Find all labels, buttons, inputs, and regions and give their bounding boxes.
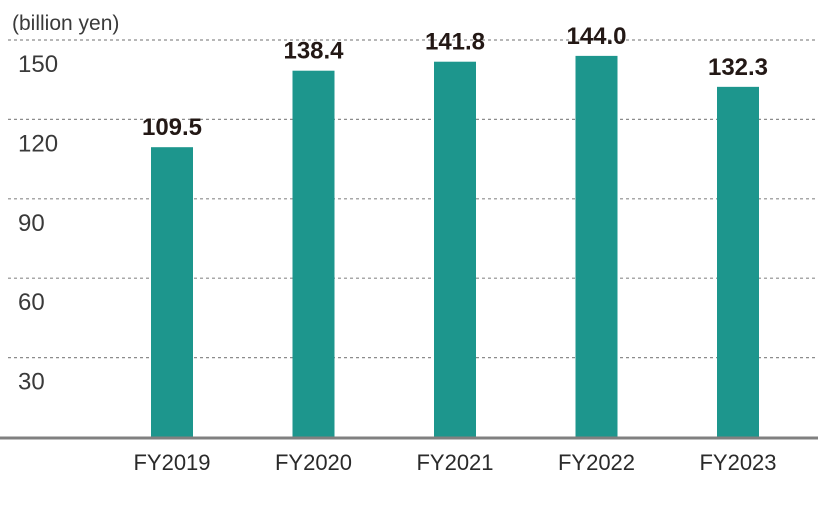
data-label-fy2019: 109.5 bbox=[142, 114, 202, 141]
bar-fy2023 bbox=[717, 86, 759, 437]
y-tick-label: 30 bbox=[18, 369, 45, 396]
bars bbox=[151, 55, 759, 438]
x-tick-label-fy2019: FY2019 bbox=[133, 450, 210, 475]
data-label-fy2022: 144.0 bbox=[566, 23, 626, 50]
bar-fy2020 bbox=[292, 70, 335, 438]
bar-fy2022 bbox=[575, 55, 618, 437]
y-tick-label: 120 bbox=[18, 130, 58, 157]
x-axis-ticks: FY2019 FY2020 FY2021 FY2022 FY2023 bbox=[133, 450, 776, 475]
y-tick-label: 90 bbox=[18, 210, 45, 237]
x-tick-label-fy2020: FY2020 bbox=[275, 450, 352, 475]
data-labels: 109.5 138.4 141.8 144.0 132.3 bbox=[142, 23, 768, 141]
x-tick-label-fy2023: FY2023 bbox=[699, 450, 776, 475]
data-label-fy2020: 138.4 bbox=[283, 38, 344, 65]
unit-label: (billion yen) bbox=[12, 12, 119, 35]
bar-fy2019 bbox=[151, 147, 193, 437]
gridlines bbox=[8, 39, 816, 359]
y-axis-ticks: 30 60 90 120 150 bbox=[18, 51, 58, 396]
x-tick-label-fy2021: FY2021 bbox=[416, 450, 493, 475]
x-tick-label-fy2022: FY2022 bbox=[558, 450, 635, 475]
data-label-fy2021: 141.8 bbox=[425, 29, 485, 56]
y-tick-label: 150 bbox=[18, 51, 58, 78]
data-label-fy2023: 132.3 bbox=[708, 54, 768, 81]
bar-fy2021 bbox=[434, 61, 476, 437]
y-tick-label: 60 bbox=[18, 289, 45, 316]
